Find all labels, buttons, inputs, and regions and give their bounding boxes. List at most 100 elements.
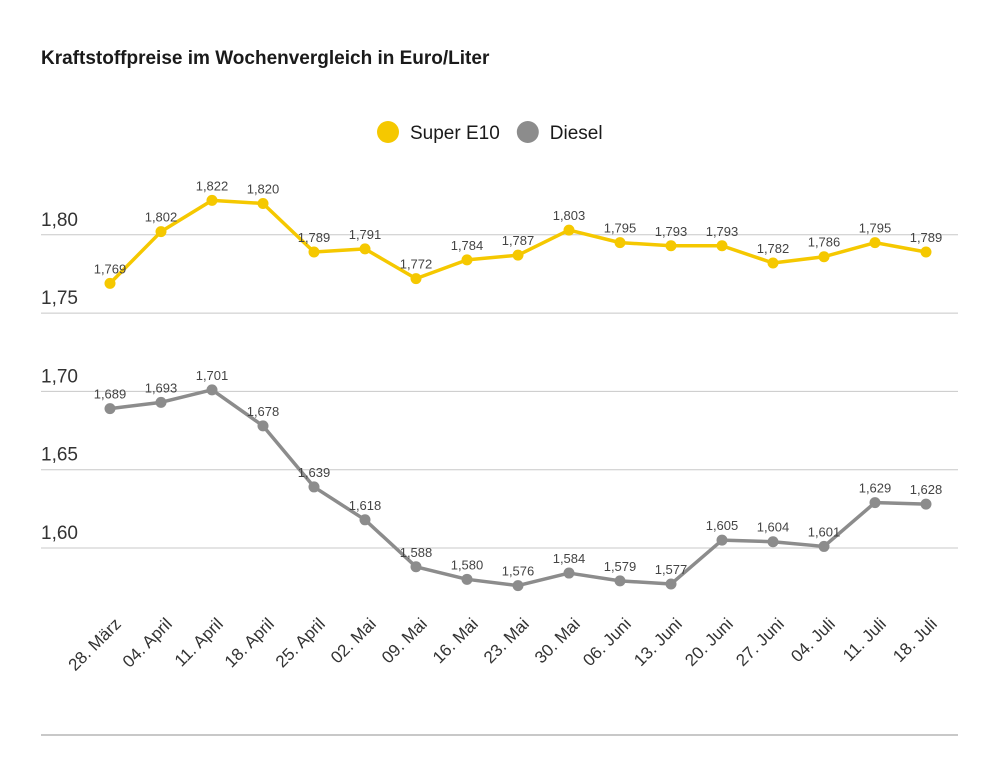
data-point [614,575,626,587]
x-tick-label: 11. April [171,614,227,670]
data-point [716,534,728,546]
x-tick-label: 20. Juni [681,614,737,670]
data-label: 1,795 [859,221,892,236]
data-label: 1,793 [706,224,739,239]
data-label: 1,639 [298,465,331,480]
data-point [614,237,626,249]
data-label: 1,791 [349,227,382,242]
data-point [512,249,524,261]
data-label: 1,584 [553,551,586,566]
data-label: 1,701 [196,368,229,383]
data-label: 1,822 [196,178,229,193]
legend-marker [377,121,399,143]
data-point [665,240,677,252]
data-label: 1,786 [808,235,841,250]
data-point [767,536,779,548]
data-label: 1,769 [94,261,127,276]
x-tick-label: 28. März [65,614,125,674]
data-label: 1,605 [706,518,739,533]
x-tick-label: 18. April [221,614,278,671]
data-point [104,277,116,289]
y-tick-label: 1,65 [41,445,78,466]
data-label: 1,629 [859,481,892,496]
data-point [155,226,167,238]
data-point [104,403,116,415]
data-label: 1,820 [247,181,280,196]
data-label: 1,803 [553,208,586,223]
data-point [869,497,881,509]
x-tick-label: 09. Mai [378,614,431,667]
data-point [257,420,269,432]
data-point [155,396,167,408]
legend: Super E10 Diesel [377,121,603,144]
data-point [716,240,728,252]
data-label: 1,577 [655,562,688,577]
x-tick-label: 16. Mai [429,614,482,667]
x-tick-label: 02. Mai [327,614,380,667]
x-tick-label: 18. Juli [889,614,941,666]
data-label: 1,789 [910,230,943,245]
data-point [308,246,320,258]
data-label: 1,618 [349,498,382,513]
data-label: 1,789 [298,230,331,245]
x-tick-label: 27. Juni [732,614,788,670]
data-point [869,237,881,249]
data-label: 1,795 [604,221,637,236]
data-point [920,498,932,510]
data-point [563,224,575,236]
y-tick-label: 1,60 [41,523,78,544]
grid-lines [41,234,958,549]
data-point [818,540,830,552]
data-point [665,578,677,590]
data-point [512,580,524,592]
y-axis: 1,60 1,65 1,70 1,75 1,80 [41,210,78,544]
data-label: 1,588 [400,545,433,560]
y-tick-label: 1,80 [41,210,78,231]
x-tick-label: 30. Mai [531,614,584,667]
legend-marker [516,121,539,143]
x-tick-label: 23. Mai [480,614,533,667]
series-line [108,388,928,588]
data-point [461,573,473,585]
legend-label: Diesel [550,123,603,144]
data-point [359,243,371,255]
data-point [359,514,371,526]
data-point [563,567,575,579]
data-label: 1,772 [400,257,433,272]
data-label: 1,678 [247,404,280,419]
data-point [920,246,932,258]
x-tick-label: 25. April [272,614,329,671]
data-point [257,197,269,209]
series-layer: 1,769 1,802 1,822 1,820 1,789 1,791 1,772 1,784… [94,178,943,592]
data-label: 1,601 [808,524,841,539]
x-tick-label: 11. Juli [839,614,890,665]
data-label: 1,579 [604,559,637,574]
data-label: 1,784 [451,238,484,253]
x-tick-label: 04. April [119,614,176,671]
data-label: 1,576 [502,564,535,579]
data-point [818,251,830,263]
data-label: 1,604 [757,520,790,535]
data-label: 1,689 [94,387,127,402]
chart-title: Kraftstoffpreise im Wochenvergleich in E… [41,48,490,69]
data-point [308,481,320,493]
data-label: 1,580 [451,557,484,572]
data-point [410,273,422,285]
y-tick-label: 1,70 [41,366,78,387]
data-label: 1,787 [502,233,535,248]
y-tick-label: 1,75 [41,288,78,309]
data-point [206,384,218,396]
data-label: 1,793 [655,224,688,239]
data-point [767,257,779,269]
data-label: 1,628 [910,482,943,497]
data-label: 1,802 [145,210,178,225]
data-label: 1,693 [145,380,178,395]
x-tick-label: 13. Juni [630,614,686,670]
legend-label: Super E10 [410,123,500,144]
x-tick-label: 06. Juni [579,614,635,670]
data-point [206,194,218,206]
x-tick-label: 04. Juli [787,614,839,666]
data-point [410,561,422,573]
